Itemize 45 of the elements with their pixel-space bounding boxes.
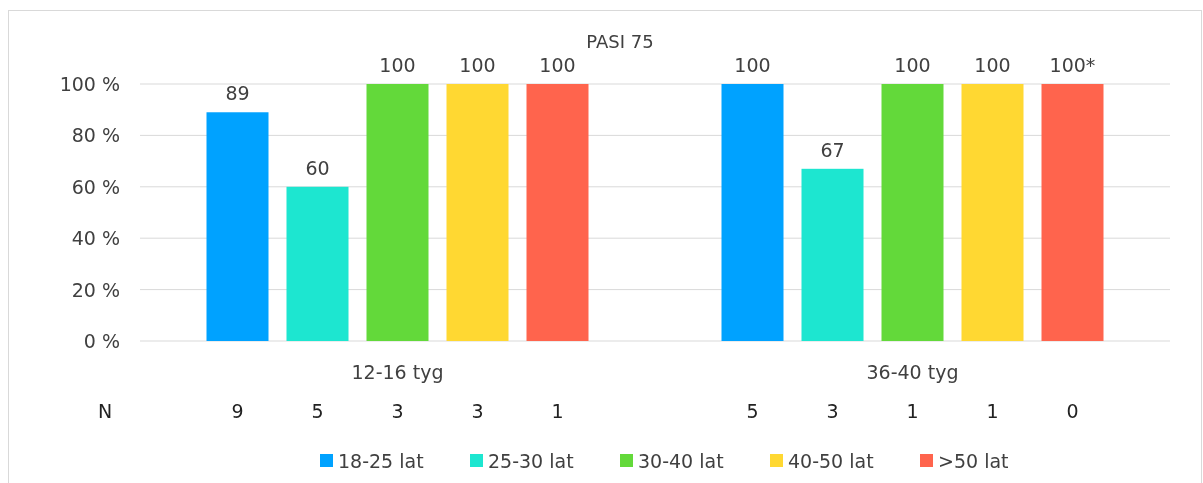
y-tick-label: 60 %	[71, 175, 120, 198]
text: 5	[746, 400, 759, 422]
x-tick-label: 36-40 tyg	[866, 361, 959, 383]
data-label: 100*	[1049, 54, 1096, 76]
text: 1	[986, 400, 999, 422]
x-tick-label: 12-16 tyg	[351, 361, 444, 383]
text: 5	[311, 400, 324, 422]
text: 9	[231, 400, 244, 422]
chart-title: PASI 75	[586, 31, 654, 52]
y-tick-label: 40 %	[71, 227, 120, 250]
bar	[206, 112, 269, 341]
legend-label: 30-40 lat	[638, 450, 724, 472]
y-tick-label: 20 %	[71, 278, 120, 301]
legend-label: >50 lat	[938, 450, 1009, 472]
bar	[801, 168, 864, 341]
data-label: 100	[734, 54, 771, 76]
bar	[526, 84, 589, 341]
bar	[961, 84, 1024, 341]
legend-label: 40-50 lat	[788, 450, 874, 472]
bar	[446, 84, 509, 341]
data-label: 100	[379, 54, 416, 76]
text: N	[97, 400, 113, 422]
bar	[1041, 84, 1104, 341]
data-label: 100	[894, 54, 931, 76]
data-label: 67	[820, 138, 845, 161]
bar	[286, 186, 349, 341]
text: 0	[1066, 400, 1079, 422]
text: 3	[391, 400, 404, 422]
bar	[881, 84, 944, 341]
data-label: 100	[974, 54, 1011, 76]
data-label: 100	[459, 54, 496, 76]
y-tick-label: 100 %	[59, 73, 120, 95]
data-label: 89	[225, 82, 250, 105]
bar	[366, 84, 429, 341]
text: 3	[826, 400, 839, 422]
data-label: 60	[305, 156, 330, 179]
text: 1	[906, 400, 919, 422]
text: 1	[551, 400, 564, 422]
legend-label: 18-25 lat	[338, 450, 424, 472]
y-tick-label: 80 %	[71, 124, 120, 147]
data-label: 100	[539, 54, 576, 76]
y-tick-label: 0 %	[83, 330, 120, 352]
bar	[721, 84, 784, 341]
text: 3	[471, 400, 484, 422]
legend-label: 25-30 lat	[488, 450, 574, 472]
